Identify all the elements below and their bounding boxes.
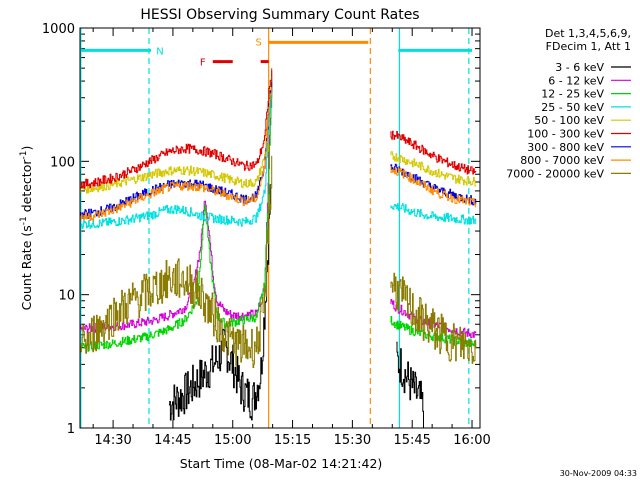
series-line xyxy=(390,165,477,208)
x-tick-label: 15:45 xyxy=(393,433,430,448)
legend-header-line: FDecim 1, Att 1 xyxy=(546,40,631,53)
series-line xyxy=(80,70,273,334)
series-5 xyxy=(80,68,477,189)
series-8 xyxy=(80,155,477,368)
series-layer xyxy=(80,68,477,428)
legend: Det 1,3,4,5,6,9,FDecim 1, Att 1 3 - 6 keV… xyxy=(506,27,631,180)
y-axis-label-sup2: -1 xyxy=(19,151,29,160)
legend-entry-label: 300 - 800 keV xyxy=(527,141,604,154)
y-tick-label: 100 xyxy=(50,155,75,170)
chart-title: HESSI Observing Summary Count Rates xyxy=(140,7,419,23)
legend-entry-label: 3 - 6 keV xyxy=(555,61,604,74)
series-7 xyxy=(80,87,477,221)
x-tick-label: 14:30 xyxy=(94,433,131,448)
y-tick-label: 1 xyxy=(67,422,75,437)
series-line xyxy=(80,68,273,189)
y-tick-label: 10 xyxy=(58,289,75,304)
y-tick-label: 1000 xyxy=(42,22,75,37)
x-tick-label: 15:30 xyxy=(334,433,371,448)
y-axis-label-part3: ) xyxy=(19,146,34,151)
y-axis-label-part2: detector xyxy=(19,159,34,217)
series-line xyxy=(390,203,477,225)
plot-frame xyxy=(79,27,481,429)
x-tick-label: 15:15 xyxy=(274,433,311,448)
legend-entry-label: 100 - 300 keV xyxy=(527,128,604,141)
series-line xyxy=(80,83,273,229)
series-3 xyxy=(80,83,477,229)
y-axis-label: Count Rate (s-1 detector-1) xyxy=(19,146,34,311)
legend-entry-label: 50 - 100 keV xyxy=(534,114,604,127)
series-line xyxy=(390,130,477,175)
annotation-label: F xyxy=(200,58,206,69)
series-line xyxy=(390,151,477,187)
x-tick-label: 14:45 xyxy=(154,433,191,448)
annotation-label: N xyxy=(156,46,163,57)
legend-entry-label: 12 - 25 keV xyxy=(541,88,604,101)
x-tick-label: 16:00 xyxy=(453,433,490,448)
series-line xyxy=(80,155,273,368)
series-line xyxy=(168,184,272,421)
series-0 xyxy=(168,184,424,428)
y-axis-label-sup1: -1 xyxy=(19,216,29,225)
footer-timestamp: 30-Nov-2009 04:33 xyxy=(560,469,637,478)
legend-entry-label: 6 - 12 keV xyxy=(548,74,604,87)
frame-layer xyxy=(79,27,481,429)
series-line xyxy=(80,78,273,352)
legend-header-line: Det 1,3,4,5,6,9, xyxy=(545,27,631,40)
x-axis-label: Start Time (08-Mar-02 14:21:42) xyxy=(180,456,383,471)
x-tick-label: 15:00 xyxy=(214,433,251,448)
series-line xyxy=(390,272,477,364)
legend-entry-label: 800 - 7000 keV xyxy=(520,154,604,167)
legend-entry-label: 25 - 50 keV xyxy=(541,101,604,114)
legend-entry-label: 7000 - 20000 keV xyxy=(506,167,604,180)
annotation-label: S xyxy=(255,37,261,48)
series-line xyxy=(396,341,424,428)
axis-layer: 1 10 100 1000 14:30 14:45 15:00 15:15 15:30 15:45… xyxy=(42,22,491,448)
series-line xyxy=(80,87,273,221)
y-axis-label-part1: Count Rate (s xyxy=(19,225,34,310)
